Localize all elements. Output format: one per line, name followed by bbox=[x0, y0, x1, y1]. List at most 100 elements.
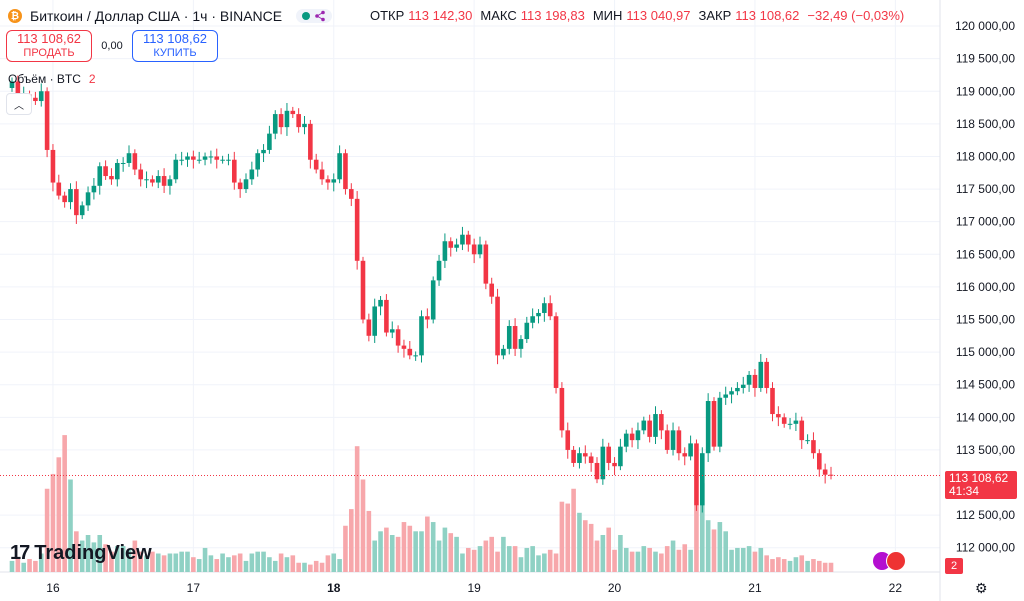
volume-bar bbox=[372, 540, 377, 572]
volume-bar bbox=[653, 551, 658, 572]
ohlc-high-label: МАКС bbox=[480, 8, 517, 23]
tradingview-mark-icon: 17 bbox=[10, 542, 30, 564]
volume-bar bbox=[325, 555, 331, 572]
volume-bar bbox=[360, 479, 366, 572]
candle-body bbox=[577, 453, 582, 463]
volume-bar bbox=[536, 555, 541, 572]
volume-bar bbox=[700, 483, 705, 572]
candle-body bbox=[56, 182, 62, 196]
candle-body bbox=[723, 394, 728, 398]
volume-bar bbox=[694, 505, 699, 572]
spread-value: 0,00 bbox=[101, 40, 123, 52]
volume-bar bbox=[179, 551, 184, 572]
trade-panel: 113 108,62 ПРОДАТЬ 0,00 113 108,62 КУПИТ… bbox=[6, 30, 218, 62]
volume-bar bbox=[378, 531, 383, 572]
sell-button[interactable]: 113 108,62 ПРОДАТЬ bbox=[6, 30, 92, 62]
buy-button[interactable]: 113 108,62 КУПИТЬ bbox=[132, 30, 218, 62]
volume-bar bbox=[161, 555, 167, 572]
volume-bar bbox=[524, 547, 530, 572]
candle-body bbox=[787, 423, 793, 425]
candle-body bbox=[606, 446, 611, 463]
volume-bar bbox=[15, 557, 21, 572]
candle-body bbox=[711, 401, 717, 447]
symbol-title[interactable]: Биткоин / Доллар США · 1ч · BINANCE bbox=[30, 8, 283, 24]
volume-bar bbox=[600, 535, 606, 572]
volume-bar bbox=[115, 546, 120, 572]
candle-body bbox=[547, 303, 553, 317]
last-volume-tag: 2 bbox=[945, 558, 963, 574]
volume-bar bbox=[401, 522, 407, 572]
volume-bar bbox=[68, 479, 73, 572]
volume-bar bbox=[752, 551, 758, 572]
volume-bar bbox=[542, 553, 547, 572]
volume-bar bbox=[413, 531, 418, 572]
candle-body bbox=[267, 133, 272, 150]
candle-body bbox=[676, 430, 682, 454]
volume-bar bbox=[366, 510, 372, 572]
us-flag-icon[interactable] bbox=[886, 551, 906, 571]
candle-body bbox=[237, 182, 243, 190]
ohlc-open-label: ОТКР bbox=[370, 8, 405, 23]
settings-gear-icon[interactable]: ⚙ bbox=[975, 580, 988, 596]
candle-body bbox=[173, 159, 179, 180]
candle-body bbox=[120, 162, 126, 164]
candle-body bbox=[407, 348, 413, 356]
candle-body bbox=[583, 453, 588, 457]
chart-status-buttons[interactable] bbox=[296, 9, 333, 23]
share-icon[interactable] bbox=[314, 10, 326, 22]
collapse-legend-button[interactable]: ︿ bbox=[6, 93, 32, 115]
volume-bar bbox=[723, 531, 728, 572]
volume-bar bbox=[460, 553, 465, 572]
candle-body bbox=[103, 166, 108, 177]
candle-body bbox=[688, 443, 693, 457]
volume-legend[interactable]: Объём · BTC 2 bbox=[8, 72, 96, 86]
candle-body bbox=[811, 440, 816, 454]
x-tick-label: 19 bbox=[467, 581, 481, 595]
candle-body bbox=[729, 391, 734, 395]
volume-bar bbox=[407, 525, 413, 572]
candle-body bbox=[623, 433, 629, 447]
candle-body bbox=[155, 176, 161, 183]
candle-body bbox=[647, 420, 652, 437]
volume-bar bbox=[21, 562, 26, 572]
candle-body bbox=[471, 244, 477, 255]
candle-body bbox=[571, 449, 576, 463]
y-tick-label: 119 000,00 bbox=[956, 84, 1015, 98]
ohlc-change-value: −32,49 (−0,03%) bbox=[807, 8, 905, 23]
tradingview-logo[interactable]: 17 TradingView bbox=[10, 542, 152, 565]
ohlc-legend: ОТКР 113 142,30 МАКС 113 198,83 МИН 113 040… bbox=[370, 8, 908, 23]
volume-bar bbox=[290, 555, 296, 572]
volume-bar bbox=[243, 560, 249, 572]
candle-body bbox=[395, 329, 401, 346]
volume-bar bbox=[313, 560, 319, 572]
volume-bar bbox=[764, 555, 769, 572]
candle-body bbox=[79, 205, 85, 216]
volume-bar bbox=[389, 535, 395, 572]
candle-body bbox=[700, 453, 705, 506]
volume-bar bbox=[167, 553, 173, 572]
economic-events[interactable] bbox=[872, 551, 906, 571]
volume-bar bbox=[583, 520, 588, 572]
x-tick-label: 18 bbox=[327, 581, 341, 595]
volume-bar bbox=[746, 546, 752, 572]
candle-body bbox=[15, 81, 21, 98]
y-tick-label: 119 500,00 bbox=[956, 52, 1015, 66]
candle-body bbox=[389, 329, 395, 333]
volume-bar bbox=[641, 546, 647, 572]
x-tick-label: 20 bbox=[608, 581, 622, 595]
candle-body bbox=[419, 316, 424, 356]
volume-bar bbox=[74, 531, 79, 572]
candle-body bbox=[799, 420, 805, 441]
x-tick-label: 22 bbox=[889, 581, 903, 595]
candle-body bbox=[670, 430, 676, 450]
volume-bar bbox=[255, 551, 260, 572]
volume-bar bbox=[711, 529, 717, 572]
volume-bar bbox=[132, 540, 138, 572]
candle-body bbox=[442, 241, 448, 261]
volume-bar bbox=[547, 549, 553, 572]
volume-bar bbox=[109, 551, 114, 572]
volume-bar bbox=[436, 540, 442, 572]
volume-bar bbox=[506, 546, 512, 572]
volume-bar bbox=[618, 535, 623, 572]
